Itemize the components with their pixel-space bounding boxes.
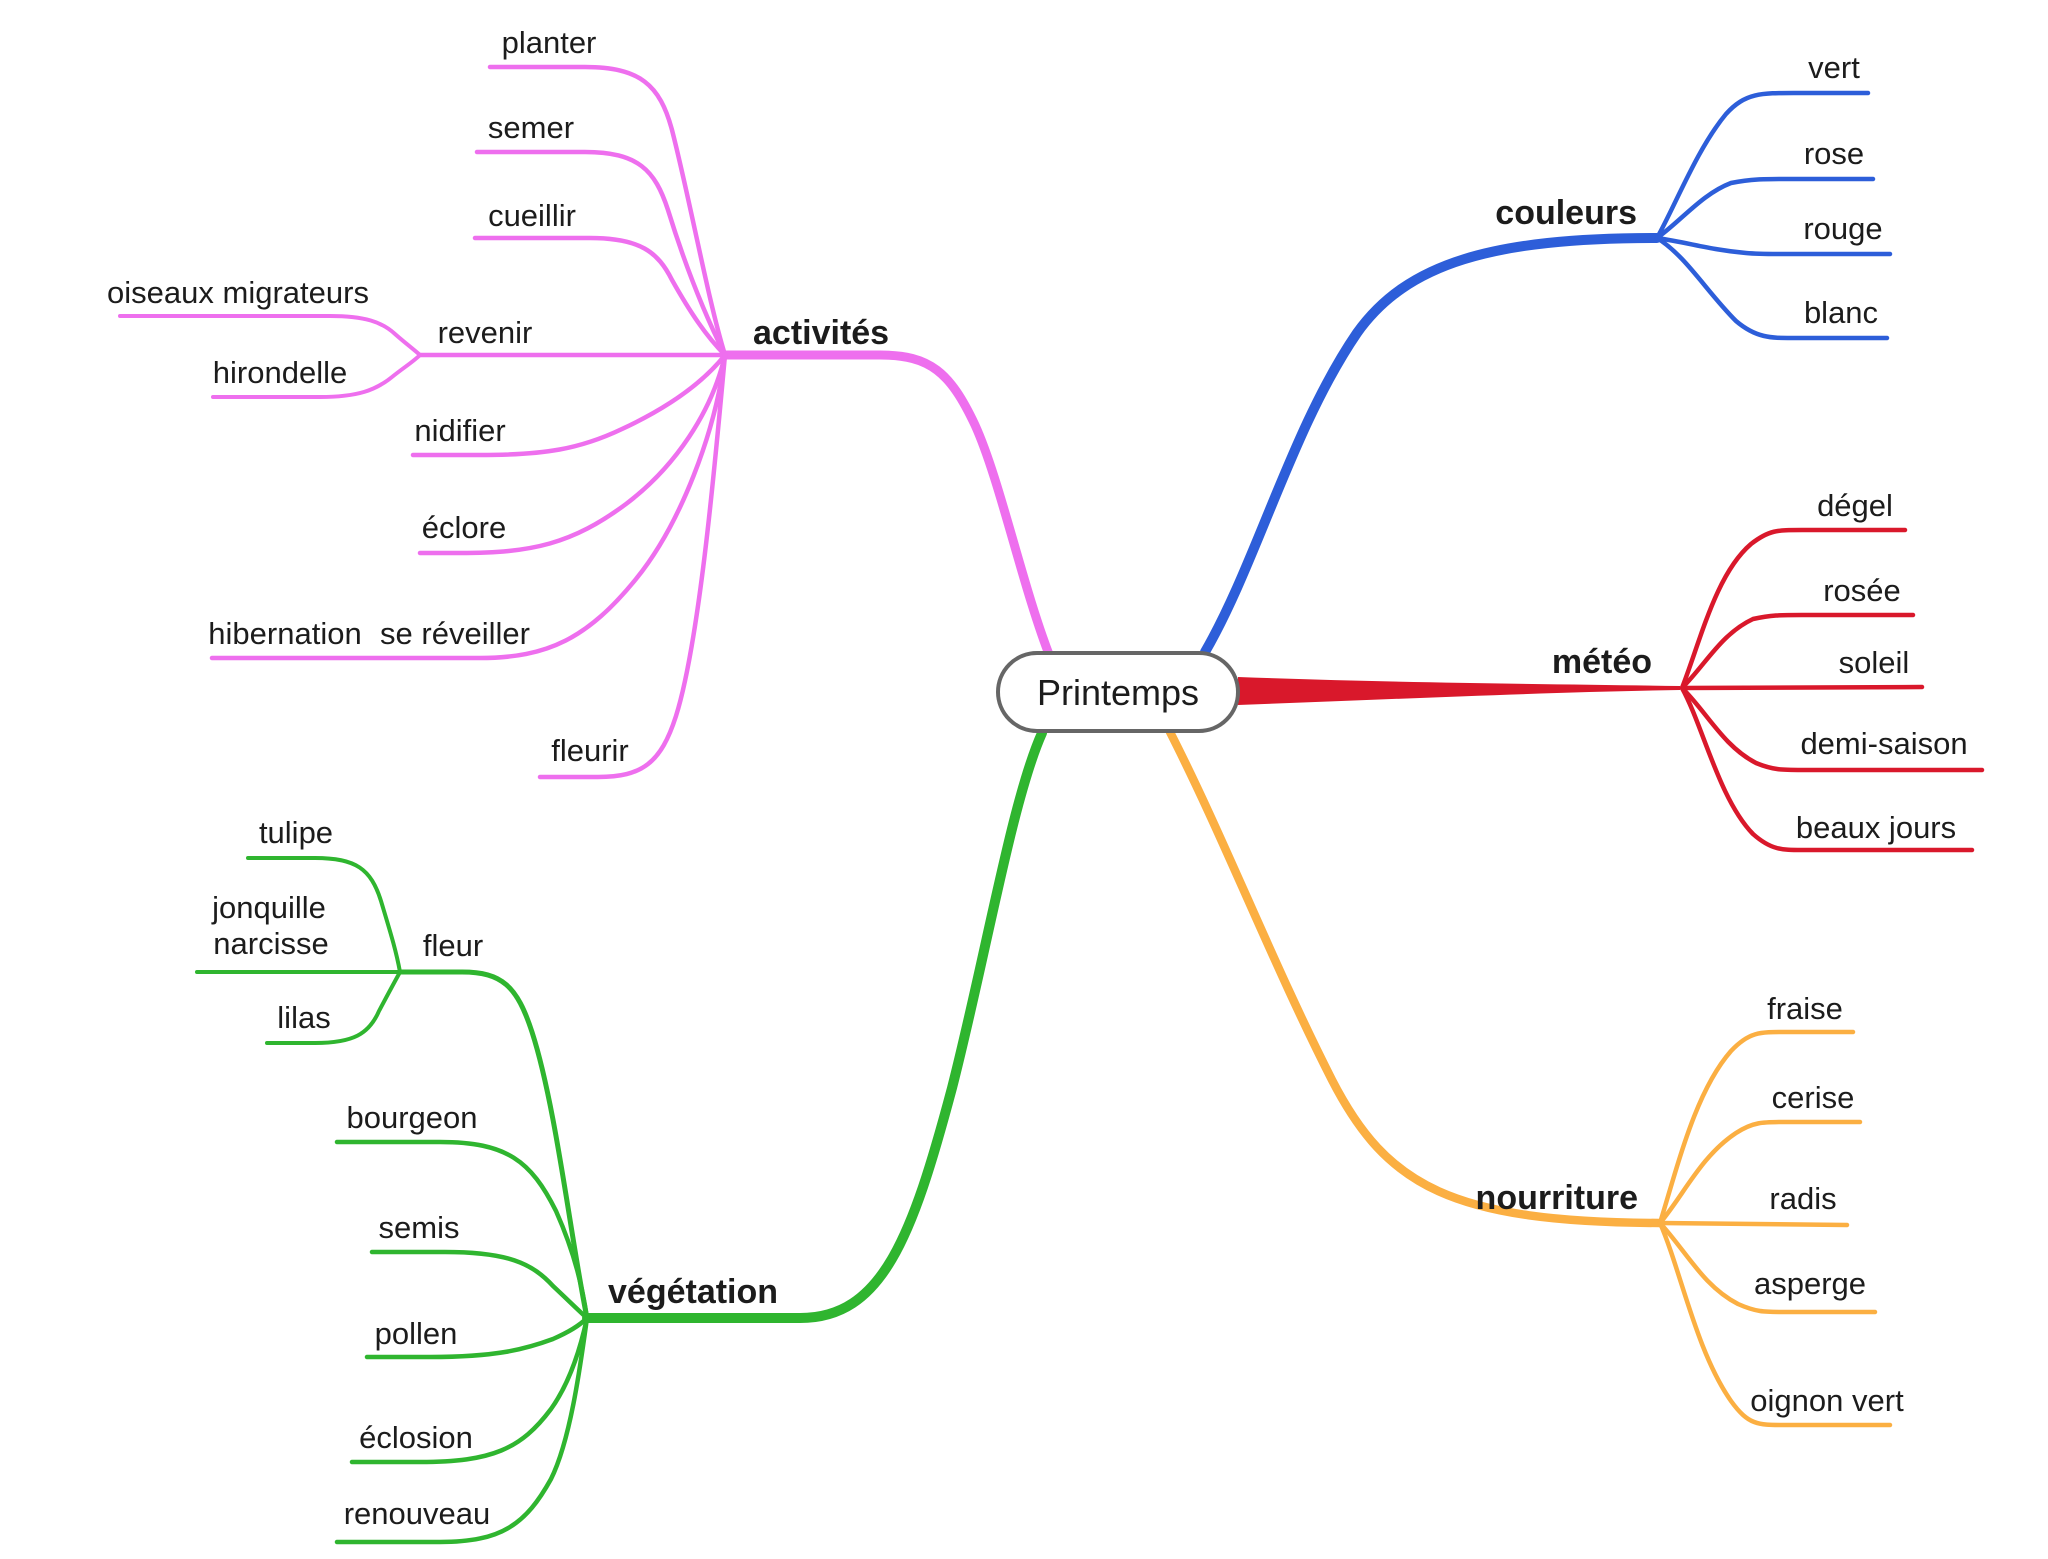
blanc-label[interactable]: blanc (1804, 295, 1878, 330)
rosee-connector (1679, 612, 1916, 691)
tulipe-label[interactable]: tulipe (259, 815, 333, 850)
meteo-trunk-connector (1238, 677, 1680, 705)
fleurir-label[interactable]: fleurir (551, 733, 629, 768)
eclore-connector (417, 352, 728, 556)
nidifier-label[interactable]: nidifier (414, 413, 505, 448)
pollen-label[interactable]: pollen (375, 1316, 458, 1351)
activites-label[interactable]: activités (753, 314, 889, 352)
eclosion-label[interactable]: éclosion (359, 1420, 473, 1455)
oiseaux-migrateurs-connector (118, 314, 422, 357)
vert-label[interactable]: vert (1808, 50, 1860, 85)
oiseaux-migrateurs-label[interactable]: oiseaux migrateurs (107, 275, 369, 310)
root-node[interactable]: Printemps (996, 651, 1240, 733)
hirondelle-label[interactable]: hirondelle (213, 355, 347, 390)
rouge-label[interactable]: rouge (1803, 211, 1882, 246)
couleurs-trunk-connector (1200, 233, 1662, 657)
cueillir-label[interactable]: cueillir (488, 198, 576, 233)
cerise-connector (1657, 1119, 1863, 1226)
degel-label[interactable]: dégel (1817, 488, 1893, 523)
semer-label[interactable]: semer (488, 110, 574, 145)
eclore-label[interactable]: éclore (422, 510, 506, 545)
lilas-label[interactable]: lilas (277, 1000, 330, 1035)
hibernation-label[interactable]: hibernation (208, 616, 361, 651)
revenir-label[interactable]: revenir (438, 315, 533, 350)
fleurir-connector (537, 352, 728, 780)
fraise-connector (1657, 1029, 1856, 1226)
fleur-connector (397, 969, 590, 1321)
soleil-connector (1679, 684, 1925, 691)
planter-label[interactable]: planter (502, 25, 597, 60)
bourgeon-label[interactable]: bourgeon (346, 1100, 477, 1135)
branch-activites: activités planter semer cueillir revenir… (107, 25, 1055, 780)
couleurs-label[interactable]: couleurs (1495, 194, 1637, 232)
bourgeon-connector (334, 1139, 590, 1321)
rose-label[interactable]: rose (1804, 136, 1864, 171)
renouveau-connector (334, 1315, 590, 1545)
activites-trunk-connector (720, 350, 1055, 662)
renouveau-label[interactable]: renouveau (344, 1496, 491, 1531)
radis-connector (1657, 1220, 1850, 1228)
vegetation-label[interactable]: végétation (608, 1273, 778, 1311)
blanc-connector (1654, 235, 1890, 341)
lilas-connector (265, 970, 402, 1045)
degel-connector (1679, 527, 1908, 691)
rouge-connector (1654, 235, 1893, 257)
meteo-label[interactable]: météo (1552, 643, 1652, 681)
cueillir-connector (472, 235, 728, 358)
oignon-vert-label[interactable]: oignon vert (1750, 1383, 1904, 1418)
soleil-label[interactable]: soleil (1839, 645, 1910, 680)
vegetation-trunk-connector (582, 728, 1047, 1323)
beaux-jours-connector (1679, 685, 1975, 853)
rose-connector (1654, 176, 1876, 241)
semis-label[interactable]: semis (379, 1210, 460, 1245)
semer-connector (474, 149, 728, 358)
branch-vegetation: végétation fleur tulipe jonquille narcis… (195, 728, 1047, 1545)
fraise-label[interactable]: fraise (1767, 991, 1843, 1026)
asperge-label[interactable]: asperge (1754, 1266, 1866, 1301)
pollen-connector (364, 1315, 590, 1360)
branch-nourriture: nourriture fraise cerise radis asperge o… (1165, 727, 1904, 1428)
se-reveiller-connector (209, 352, 728, 661)
vert-connector (1654, 90, 1871, 241)
branch-couleurs: couleurs vert rose rouge blanc (1200, 50, 1893, 657)
root-node-label[interactable]: Printemps (1037, 672, 1199, 713)
planter-connector (487, 64, 728, 358)
se-reveiller-label[interactable]: se réveiller (380, 616, 530, 651)
nidifier-connector (410, 352, 728, 458)
fleur-label[interactable]: fleur (423, 928, 483, 963)
branch-meteo: météo dégel rosée soleil demi-saison bea… (1238, 488, 1985, 853)
radis-label[interactable]: radis (1769, 1181, 1836, 1216)
demi-saison-label[interactable]: demi-saison (1800, 726, 1967, 761)
root-node-shape[interactable] (996, 651, 1240, 733)
demi-saison-connector (1679, 685, 1985, 773)
eclosion-connector (349, 1315, 590, 1465)
jonquille-label[interactable]: jonquille (211, 890, 326, 925)
beaux-jours-label[interactable]: beaux jours (1796, 810, 1956, 845)
tulipe-connector (246, 856, 402, 974)
asperge-connector (1657, 1220, 1878, 1315)
nourriture-trunk-connector (1165, 727, 1665, 1228)
semis-connector (369, 1249, 590, 1321)
rosee-label[interactable]: rosée (1823, 573, 1901, 608)
narcisse-label[interactable]: narcisse (213, 926, 328, 961)
oignon-vert-connector (1657, 1220, 1893, 1428)
hirondelle-connector (211, 353, 422, 399)
nourriture-label[interactable]: nourriture (1476, 1179, 1638, 1217)
cerise-label[interactable]: cerise (1772, 1080, 1855, 1115)
